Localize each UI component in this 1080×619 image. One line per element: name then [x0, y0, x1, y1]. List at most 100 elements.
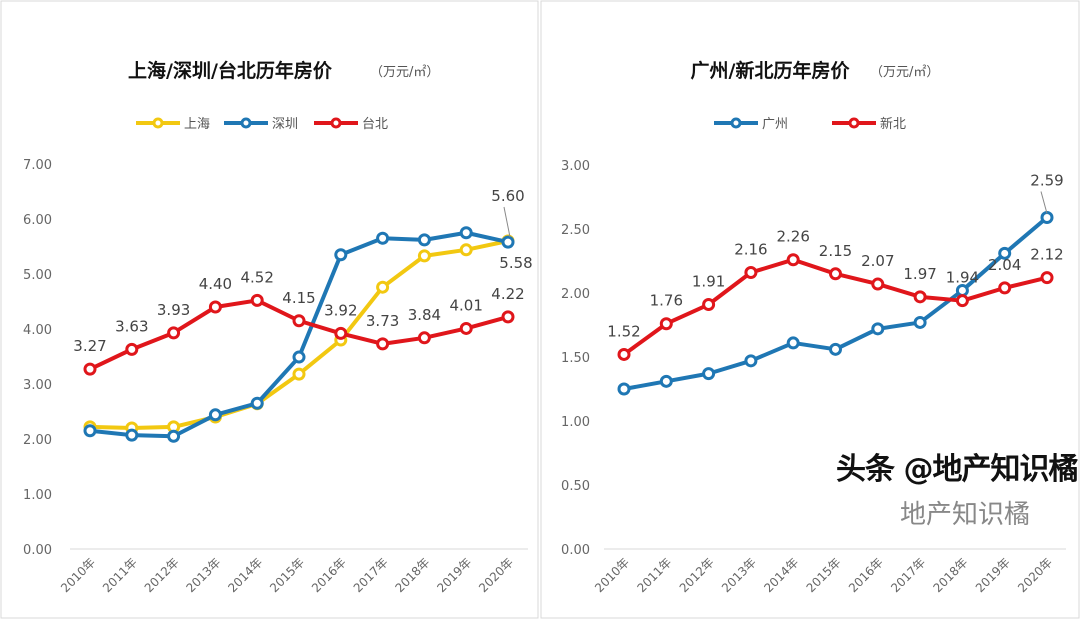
data-point — [955, 283, 969, 297]
data-point — [417, 233, 431, 247]
watermark: 头条 @地产知识橘 — [836, 452, 1078, 487]
legend-label: 深圳 — [272, 117, 298, 132]
series-新北 — [617, 253, 1054, 361]
data-label: 1.94 — [946, 269, 979, 287]
data-point — [702, 298, 716, 312]
legend-item: 广州 — [714, 117, 788, 132]
data-point — [1040, 210, 1054, 224]
x-tick-label: 2010年 — [58, 555, 98, 595]
data-point — [167, 326, 181, 340]
y-tick-label: 3.00 — [23, 378, 52, 393]
data-point — [292, 314, 306, 328]
data-point — [829, 267, 842, 281]
x-tick-label: 2019年 — [973, 555, 1013, 595]
data-point — [786, 336, 800, 350]
data-point — [125, 342, 139, 356]
legend-marker — [330, 117, 342, 129]
legend-label: 上海 — [184, 117, 210, 132]
data-point — [83, 424, 97, 438]
y-tick-label: 1.00 — [23, 488, 52, 503]
y-tick-label: 6.00 — [23, 213, 52, 228]
data-point — [167, 429, 181, 443]
data-point — [292, 350, 306, 364]
series-台北 — [83, 293, 515, 376]
data-label: 3.73 — [366, 312, 399, 330]
legend-marker — [730, 117, 742, 129]
data-point — [83, 362, 97, 376]
legend-item: 深圳 — [224, 117, 298, 132]
legend-item: 上海 — [136, 117, 210, 132]
data-label: 4.01 — [449, 296, 482, 314]
x-tick-label: 2017年 — [888, 555, 928, 595]
x-tick-label: 2018年 — [931, 555, 971, 595]
data-label: 4.22 — [491, 285, 524, 303]
data-label: 2.26 — [776, 228, 809, 246]
x-tick-label: 2012年 — [142, 555, 182, 595]
data-point — [998, 246, 1012, 260]
y-tick-label: 2.50 — [561, 223, 590, 238]
data-label: 3.27 — [73, 337, 106, 355]
x-tick-label: 2018年 — [393, 555, 433, 595]
leader-line — [503, 206, 511, 238]
legend-label: 广州 — [762, 117, 788, 132]
data-point — [617, 347, 631, 361]
data-point — [417, 331, 431, 345]
data-label: 4.15 — [282, 289, 315, 307]
y-tick-label: 3.00 — [561, 159, 590, 174]
data-point — [744, 266, 758, 280]
chart-unit: （万元/㎡） — [870, 65, 939, 80]
data-point — [417, 249, 431, 263]
data-point — [376, 280, 390, 294]
chart-title: 广州/新北历年房价 — [691, 59, 851, 82]
data-point — [208, 300, 222, 314]
data-point — [334, 326, 348, 340]
data-point — [702, 367, 716, 381]
data-label: 4.40 — [199, 275, 232, 293]
data-point — [871, 322, 885, 336]
legend-label: 新北 — [880, 116, 906, 132]
y-tick-label: 4.00 — [23, 323, 52, 338]
data-point — [913, 315, 927, 329]
x-tick-label: 2015年 — [267, 555, 307, 595]
y-tick-label: 2.00 — [561, 287, 590, 302]
x-tick-label: 2014年 — [225, 555, 265, 595]
data-point — [501, 235, 515, 249]
x-tick-label: 2016年 — [309, 555, 349, 595]
data-label: 2.16 — [734, 241, 767, 259]
data-point — [208, 408, 222, 422]
x-tick-label: 2010年 — [592, 555, 632, 595]
panel-left-border — [0, 0, 539, 619]
watermark-faint: 地产知识橘 — [900, 500, 1031, 530]
x-tick-label: 2015年 — [804, 555, 844, 595]
y-tick-label: 1.50 — [561, 351, 590, 366]
data-point — [1040, 271, 1054, 285]
data-point — [376, 231, 390, 245]
legend-marker — [152, 117, 164, 129]
data-point — [871, 277, 885, 291]
data-point — [913, 290, 927, 304]
series-深圳 — [83, 226, 515, 443]
legend-marker — [240, 117, 252, 129]
leader-line — [1040, 191, 1048, 214]
data-point — [459, 321, 473, 335]
y-tick-label: 0.00 — [561, 543, 590, 558]
chart-title: 上海/深圳/台北历年房价 — [128, 59, 333, 82]
data-point — [617, 382, 631, 396]
x-tick-label: 2016年 — [846, 555, 886, 595]
x-tick-label: 2012年 — [677, 555, 717, 595]
data-label: 1.76 — [650, 292, 683, 310]
data-point — [292, 367, 306, 381]
data-point — [250, 396, 264, 410]
data-label: 3.63 — [115, 317, 148, 335]
y-tick-label: 2.00 — [23, 433, 52, 448]
data-label: 2.07 — [861, 252, 894, 270]
data-point — [334, 248, 348, 262]
y-tick-label: 7.00 — [23, 158, 52, 173]
data-point — [501, 310, 515, 324]
chart-1: 上海/深圳/台北历年房价 （万元/㎡） 上海 深圳 台北 0.00 1.00 2.00 3.00… — [23, 59, 533, 595]
data-label: 2.15 — [819, 242, 852, 260]
data-label: 3.93 — [157, 301, 190, 319]
data-label: 2.12 — [1030, 246, 1063, 264]
y-tick-label: 0.00 — [23, 543, 52, 558]
y-tick-label: 0.50 — [561, 479, 590, 494]
